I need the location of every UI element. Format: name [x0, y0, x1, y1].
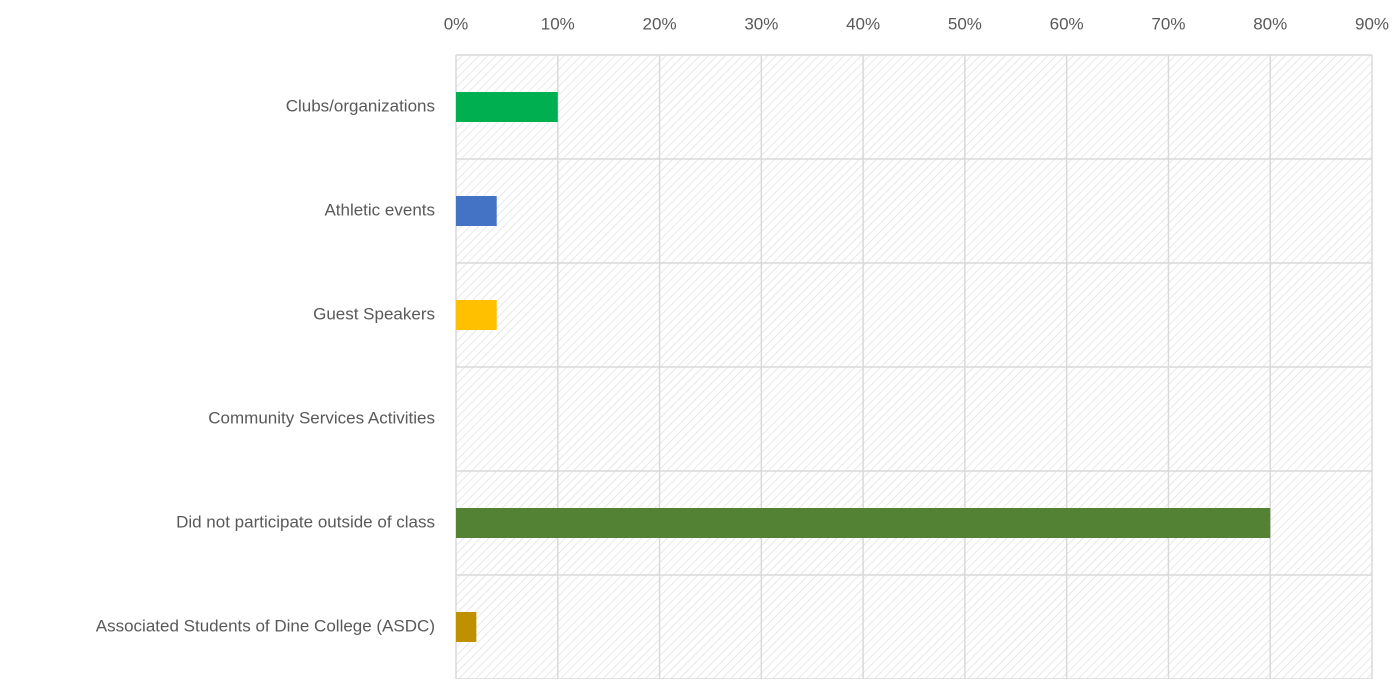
bar: [456, 300, 497, 330]
y-tick-label: Guest Speakers: [313, 304, 435, 323]
x-tick-label: 90%: [1355, 14, 1389, 33]
x-tick-label: 60%: [1050, 14, 1084, 33]
y-tick-label: Athletic events: [324, 200, 435, 219]
bar: [456, 508, 1271, 538]
x-tick-label: 70%: [1151, 14, 1185, 33]
x-tick-label: 30%: [744, 14, 778, 33]
bar: [456, 92, 558, 122]
x-tick-label: 10%: [541, 14, 575, 33]
y-tick-label: Did not participate outside of class: [176, 512, 435, 531]
y-tick-label: Clubs/organizations: [286, 96, 435, 115]
bar: [456, 196, 497, 226]
x-tick-label: 50%: [948, 14, 982, 33]
y-tick-label: Community Services Activities: [208, 408, 435, 427]
x-tick-label: 80%: [1253, 14, 1287, 33]
x-tick-label: 20%: [643, 14, 677, 33]
y-tick-label: Associated Students of Dine College (ASD…: [96, 616, 435, 635]
x-tick-label: 40%: [846, 14, 880, 33]
bar: [456, 612, 477, 642]
x-tick-label: 0%: [444, 14, 469, 33]
